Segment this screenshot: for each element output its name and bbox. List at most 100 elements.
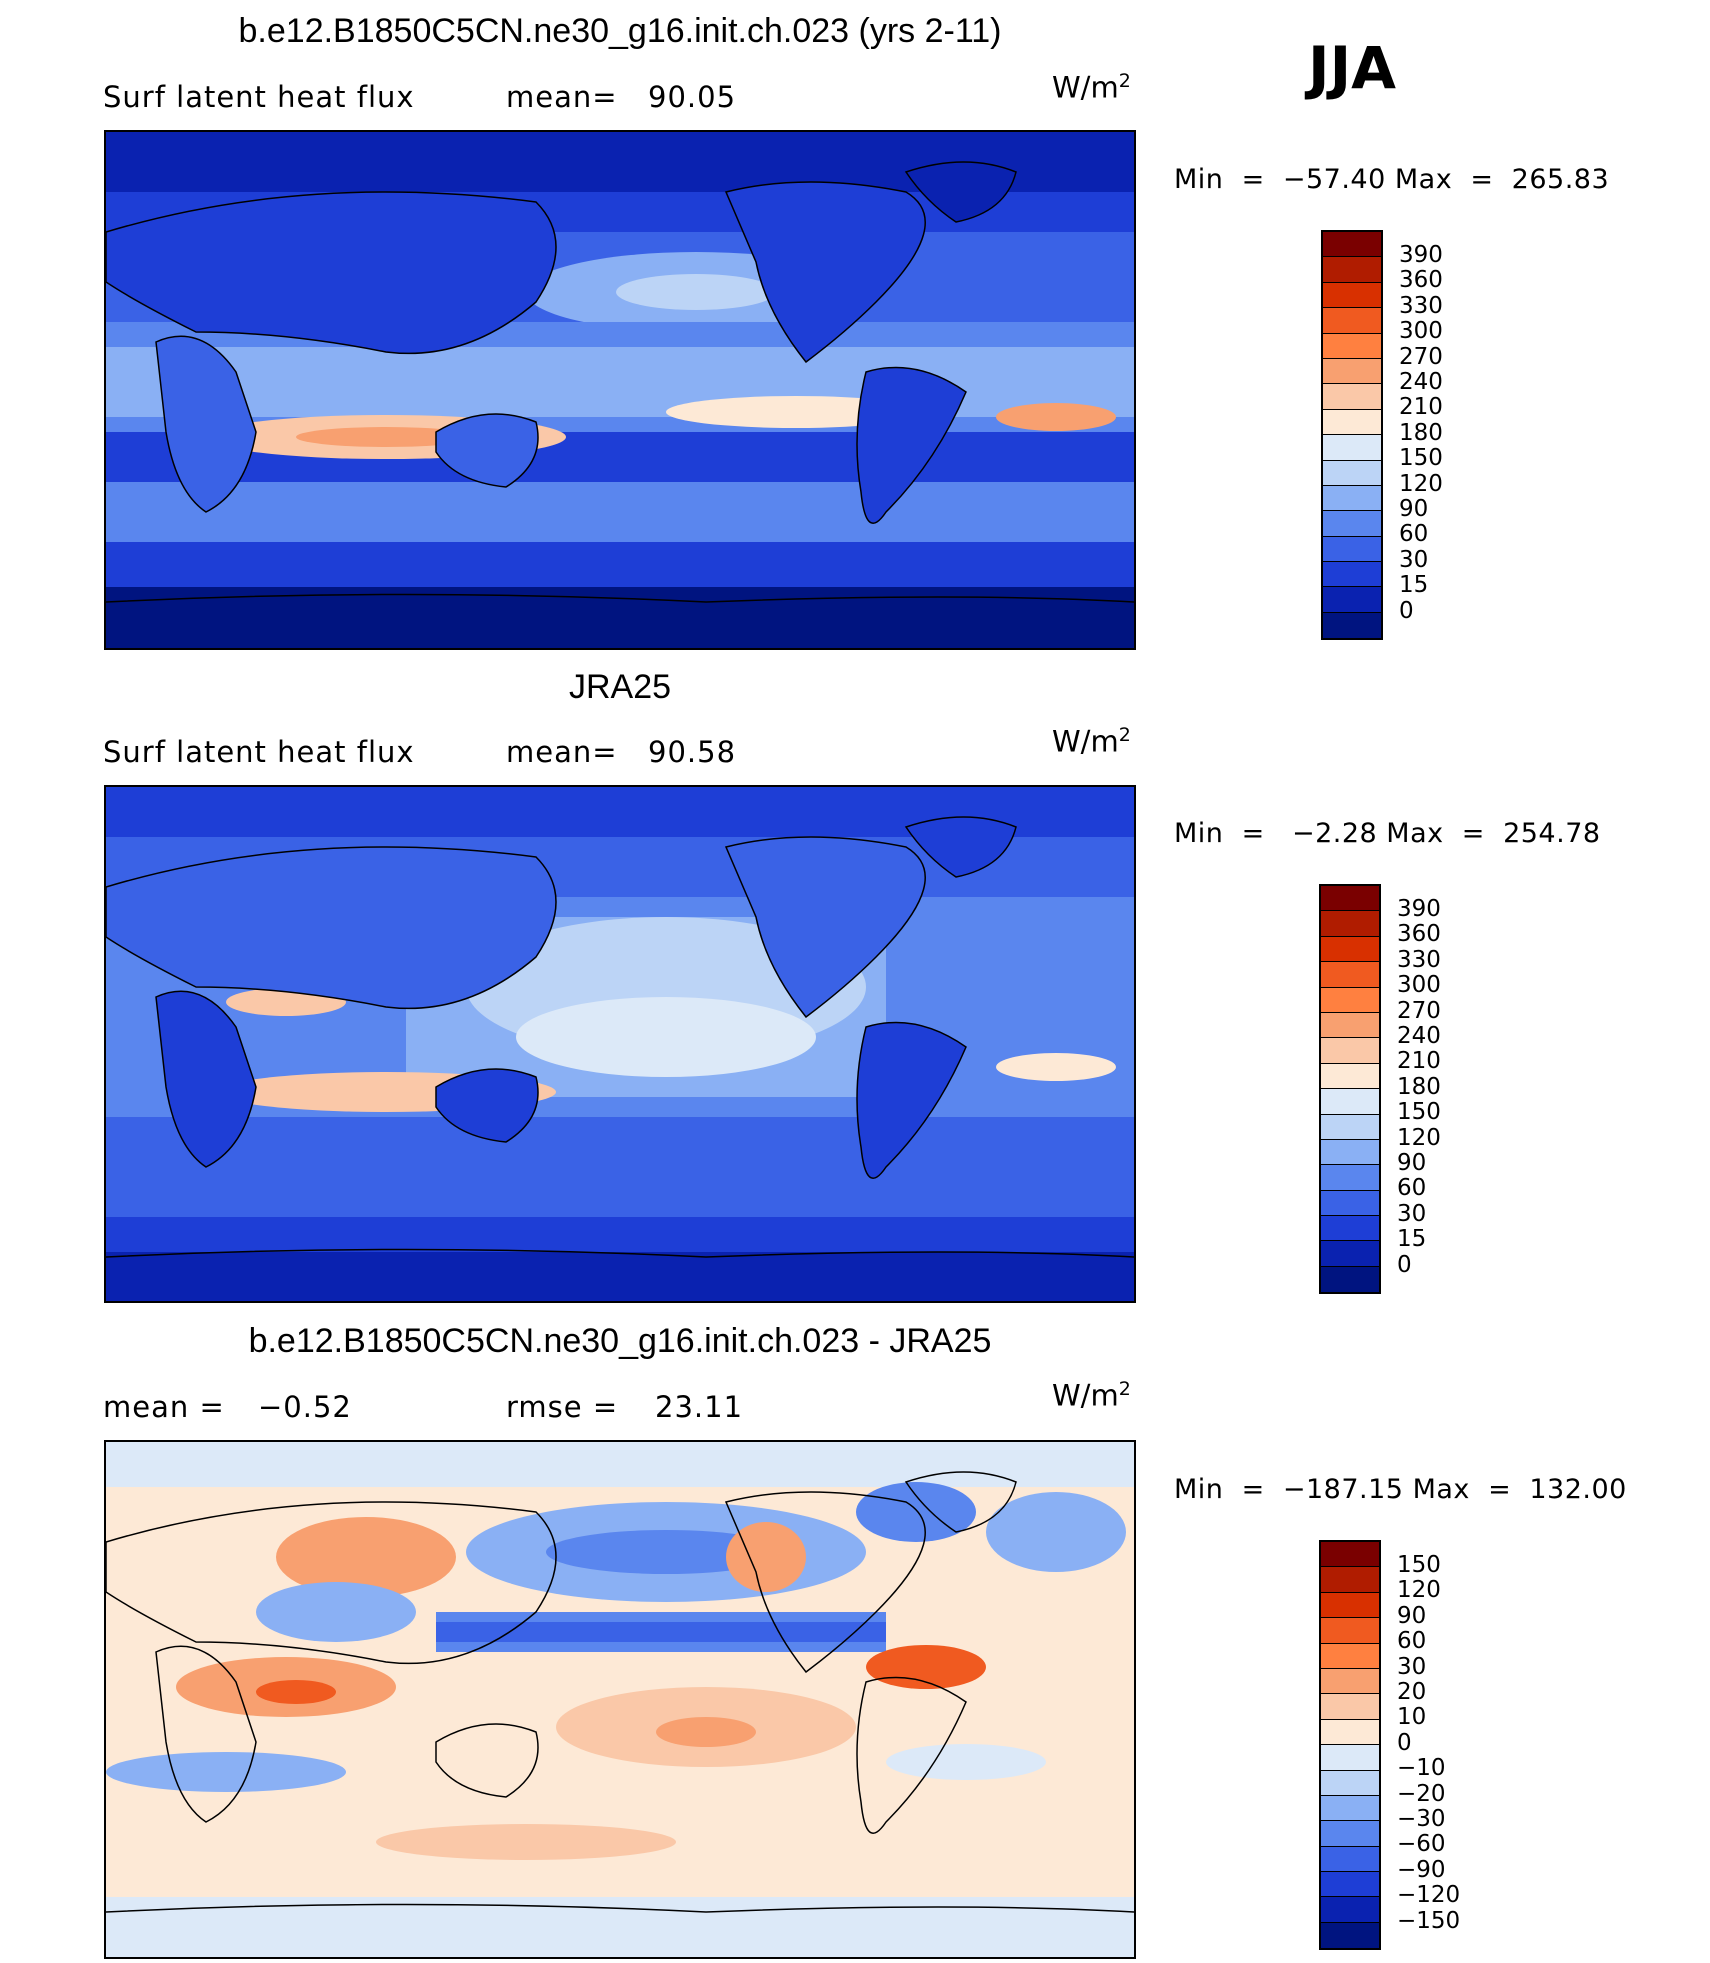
- colorbar-swatch: [1323, 587, 1381, 613]
- colorbar-tick-label: −30: [1397, 1806, 1446, 1832]
- colorbar-tick-label: 30: [1397, 1653, 1427, 1680]
- panel3-rmse-label: rmse =: [506, 1390, 619, 1424]
- colorbar-swatch: [1321, 1012, 1379, 1039]
- colorbar-swatch: [1321, 1770, 1379, 1796]
- colorbar-tick-label: 210: [1397, 1048, 1441, 1075]
- colorbar-swatch: [1323, 612, 1381, 639]
- colorbar-swatch: [1321, 1719, 1379, 1746]
- colorbar-tick-label: 390: [1397, 896, 1441, 922]
- colorbar-tick-label: 10: [1397, 1704, 1427, 1731]
- colorbar-tick-label: 240: [1399, 369, 1443, 395]
- colorbar-swatch: [1321, 1063, 1379, 1090]
- colorbar-tick-label: 90: [1399, 496, 1429, 522]
- colorbar-tick-label: 330: [1399, 292, 1443, 319]
- colorbar-swatch: [1323, 435, 1381, 461]
- colorbar-tick-label: 300: [1397, 972, 1441, 999]
- colorbar-swatch: [1321, 1542, 1379, 1568]
- colorbar-swatch: [1323, 308, 1381, 334]
- panel1-mean-label: mean=: [506, 80, 618, 114]
- colorbar-tick-label: 240: [1397, 1023, 1441, 1049]
- panel2-max-value: 254.78: [1503, 818, 1601, 849]
- colorbar-swatch: [1323, 257, 1381, 283]
- colorbar-swatch: [1321, 1190, 1379, 1217]
- panel3-map: [104, 1440, 1136, 1959]
- colorbar-tick-label: 300: [1399, 318, 1443, 345]
- panel3-units: W/m2: [1052, 1378, 1131, 1413]
- colorbar-swatch: [1321, 1643, 1379, 1669]
- colorbar-tick-label: 180: [1399, 419, 1443, 446]
- panel2-min-max: Min = −2.28 Max = 254.78: [1174, 818, 1601, 849]
- panel2-map: [104, 785, 1136, 1303]
- colorbar-tick-label: −10: [1397, 1755, 1446, 1782]
- panel2-title: JRA25: [568, 668, 672, 706]
- colorbar-swatch: [1321, 1846, 1379, 1873]
- panel3-mean-label: mean =: [103, 1390, 225, 1424]
- colorbar-swatch: [1323, 333, 1381, 359]
- colorbar-swatch: [1321, 1897, 1379, 1923]
- colorbar-swatch: [1323, 485, 1381, 512]
- colorbar-tick-label: −60: [1397, 1831, 1446, 1858]
- colorbar-tick-label: 0: [1397, 1251, 1412, 1278]
- colorbar-tick-label: −90: [1397, 1856, 1446, 1883]
- panel1-variable-label: Surf latent heat flux: [103, 80, 415, 114]
- panel3-title: b.e12.B1850C5CN.ne30_g16.init.ch.023 - J…: [248, 1322, 992, 1360]
- colorbar-swatch: [1321, 1241, 1379, 1267]
- panel3-mean-value: −0.52: [258, 1390, 352, 1424]
- season-label: JJA: [1308, 34, 1397, 102]
- panel1-title: b.e12.B1850C5CN.ne30_g16.init.ch.023 (yr…: [238, 12, 1002, 50]
- colorbar-swatch: [1323, 409, 1381, 436]
- colorbar-swatch: [1323, 562, 1381, 588]
- panel1-min-value: −57.40: [1282, 164, 1386, 195]
- colorbar-swatch: [1323, 282, 1381, 309]
- panel3-max-value: 132.00: [1529, 1474, 1627, 1505]
- colorbar-swatch: [1321, 1795, 1379, 1822]
- colorbar-tick-label: 90: [1397, 1150, 1427, 1176]
- panel3-min-value: −187.15: [1282, 1474, 1404, 1505]
- colorbar-tick-label: 15: [1399, 572, 1429, 599]
- colorbar-swatch: [1321, 1694, 1379, 1720]
- colorbar-swatch: [1321, 1668, 1379, 1695]
- colorbar-swatch: [1321, 962, 1379, 988]
- panel1-mean-value: 90.05: [648, 80, 737, 114]
- colorbar-swatch: [1321, 1038, 1379, 1064]
- colorbar-tick-label: 120: [1397, 1124, 1441, 1151]
- panel3-colorbar-swatches: [1319, 1540, 1381, 1951]
- colorbar-tick-label: 120: [1397, 1577, 1441, 1604]
- colorbar-tick-label: 20: [1397, 1679, 1427, 1705]
- colorbar-swatch: [1323, 460, 1381, 486]
- colorbar-tick-label: 60: [1397, 1175, 1427, 1202]
- colorbar-swatch: [1321, 1618, 1379, 1644]
- panel2-colorbar-swatches: [1319, 884, 1381, 1295]
- colorbar-tick-label: 0: [1399, 597, 1414, 624]
- colorbar-tick-label: 360: [1399, 267, 1443, 294]
- colorbar-tick-label: 360: [1397, 921, 1441, 948]
- colorbar-swatch: [1321, 1821, 1379, 1847]
- colorbar-swatch: [1321, 987, 1379, 1013]
- panel1-min-max: Min = −57.40 Max = 265.83: [1174, 164, 1610, 195]
- colorbar-swatch: [1323, 511, 1381, 537]
- colorbar-swatch: [1321, 1165, 1379, 1191]
- colorbar-tick-label: 390: [1399, 242, 1443, 268]
- colorbar-tick-label: 270: [1399, 343, 1443, 370]
- colorbar-tick-label: −150: [1397, 1907, 1461, 1934]
- colorbar-swatch: [1321, 936, 1379, 963]
- colorbar-swatch: [1321, 1216, 1379, 1242]
- colorbar-tick-label: 150: [1399, 445, 1443, 472]
- colorbar-tick-label: 30: [1399, 546, 1429, 573]
- panel2-mean-value: 90.58: [648, 735, 737, 769]
- colorbar-tick-label: 150: [1397, 1552, 1441, 1578]
- colorbar-tick-label: −120: [1397, 1882, 1461, 1909]
- panel2-mean-label: mean=: [506, 735, 618, 769]
- colorbar-swatch: [1323, 384, 1381, 410]
- panel3-rmse-value: 23.11: [655, 1390, 744, 1424]
- colorbar-swatch: [1321, 886, 1379, 912]
- colorbar-swatch: [1321, 1872, 1379, 1898]
- panel1-colorbar-swatches: [1321, 230, 1383, 641]
- panel3-min-max: Min = −187.15 Max = 132.00: [1174, 1474, 1627, 1505]
- colorbar-swatch: [1323, 232, 1381, 258]
- colorbar-tick-label: 0: [1397, 1729, 1412, 1756]
- colorbar-swatch: [1321, 1114, 1379, 1140]
- panel2-min-value: −2.28: [1291, 818, 1378, 849]
- panel1-colorbar: 390 360 330 300 270 240 210 180 150 120 90 60 30 15 0: [1321, 230, 1471, 641]
- colorbar-tick-label: 90: [1397, 1602, 1427, 1629]
